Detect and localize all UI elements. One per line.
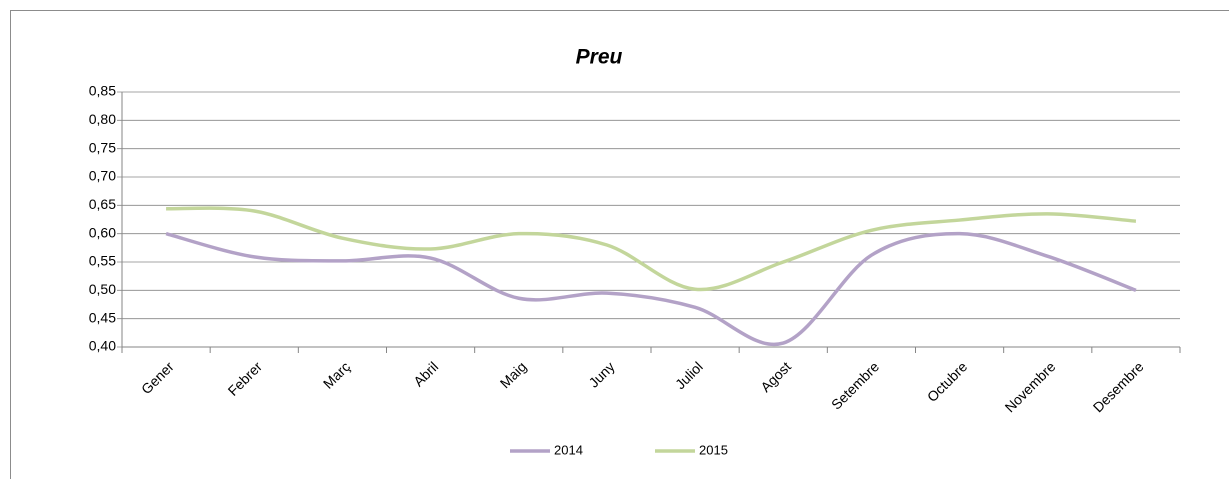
y-tick-label: 0,70 (89, 168, 116, 184)
legend-label: 2015 (699, 442, 728, 457)
series-line (166, 206, 1137, 292)
y-tick-label: 0,55 (89, 253, 116, 269)
y-tick-label: 0,75 (89, 139, 116, 155)
y-tick-label: 0,45 (89, 309, 116, 325)
y-tick-label: 0,85 (89, 83, 116, 99)
series-line (165, 231, 1137, 347)
y-tick-label: 0,80 (89, 111, 116, 127)
legend-label: 2014 (554, 442, 583, 457)
chart-title: Preu (576, 46, 623, 69)
y-tick-label: 0,65 (89, 196, 116, 212)
chart-frame (10, 10, 1229, 479)
y-tick-label: 0,60 (89, 224, 116, 240)
y-tick-label: 0,40 (89, 338, 116, 354)
y-tick-label: 0,50 (89, 281, 116, 297)
